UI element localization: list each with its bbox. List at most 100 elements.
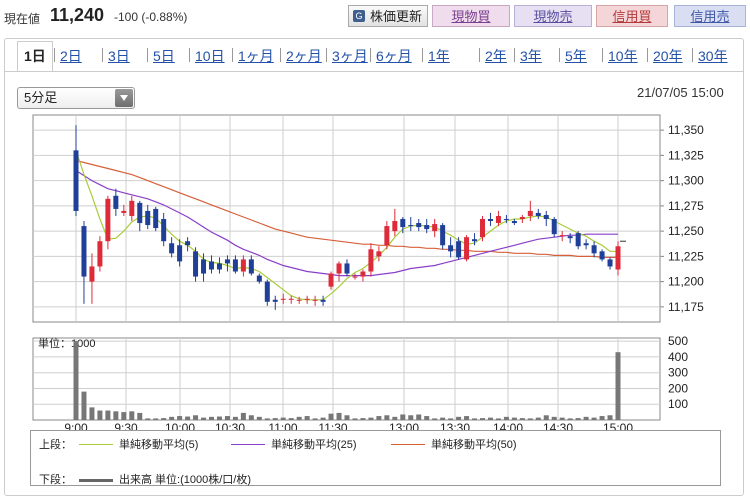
tab-2[interactable]: 3日 <box>108 48 130 64</box>
tab-separator <box>514 48 515 62</box>
candle-body <box>567 236 573 239</box>
shinyo-sell-button[interactable]: 信用売 <box>674 5 746 27</box>
candle-body <box>121 210 127 213</box>
legend-lower-label: 下段： <box>39 474 72 486</box>
volume-bar <box>232 416 238 420</box>
volume-bar <box>193 415 199 420</box>
volume-bar <box>145 418 151 420</box>
volume-bar <box>328 413 334 420</box>
volume-bar <box>551 416 557 420</box>
legend-volume-swatch <box>79 479 113 482</box>
candle-body <box>472 239 478 242</box>
volume-bar <box>201 417 207 420</box>
volume-bar <box>535 417 541 420</box>
tab-separator <box>479 48 480 62</box>
quote-header: 現在値 11,240 -100 (-0.88%) G 株価更新 現物買 現物売 … <box>0 0 750 34</box>
y-tick-label: 11,250 <box>668 224 704 238</box>
y-tick-label: 11,275 <box>668 199 704 213</box>
volume-bar <box>495 418 501 420</box>
volume-bar <box>448 418 454 420</box>
y-tick-label: 11,300 <box>668 174 704 188</box>
y-tick-label: 11,350 <box>668 123 704 137</box>
candle-body <box>424 225 430 230</box>
tab-5[interactable]: 1ヶ月 <box>238 48 274 64</box>
volume-bar <box>153 418 159 420</box>
update-price-button[interactable]: G 株価更新 <box>348 5 428 27</box>
tab-7[interactable]: 3ヶ月 <box>332 48 368 64</box>
shinyo-buy-label: 信用買 <box>612 9 652 24</box>
candle-body <box>248 259 254 274</box>
tab-15[interactable]: 30年 <box>698 48 728 64</box>
genbutsu-sell-button[interactable]: 現物売 <box>514 5 592 27</box>
volume-bar <box>169 416 175 420</box>
tab-11[interactable]: 3年 <box>520 48 542 64</box>
candle-body <box>209 261 214 270</box>
tab-separator <box>602 48 603 62</box>
tab-separator <box>280 48 281 62</box>
candle-body <box>280 298 286 300</box>
tab-divider <box>5 71 743 72</box>
volume-bar <box>424 416 430 420</box>
interval-select[interactable]: 5分足 <box>17 87 135 109</box>
tab-3[interactable]: 5日 <box>153 48 175 64</box>
tab-1[interactable]: 2日 <box>60 48 82 64</box>
tab-9[interactable]: 1年 <box>428 48 450 64</box>
candle-body <box>201 259 207 274</box>
candle-body <box>368 249 374 272</box>
candle-body <box>105 198 111 242</box>
chart-datetime: 21/07/05 15:00 <box>637 85 724 100</box>
tab-0[interactable]: 1日 <box>17 41 53 71</box>
update-price-label: 株価更新 <box>369 9 422 24</box>
legend-ma50-label: 単純移動平均(50) <box>431 439 517 451</box>
tab-13[interactable]: 10年 <box>608 48 638 64</box>
legend-ma50-swatch <box>391 444 425 445</box>
volume-bar <box>224 416 230 420</box>
candle-body <box>185 241 191 246</box>
legend-upper-label: 上段： <box>39 439 72 451</box>
candle-body <box>408 225 414 227</box>
tab-14[interactable]: 20年 <box>653 48 683 64</box>
candle-body <box>240 259 246 272</box>
volume-y-tick-label: 500 <box>668 334 688 348</box>
candle-body <box>256 275 262 282</box>
candle-body <box>583 243 589 246</box>
tab-4[interactable]: 10日 <box>195 48 225 64</box>
genbutsu-buy-button[interactable]: 現物買 <box>432 5 510 27</box>
y-tick-label: 11,325 <box>668 148 704 162</box>
candle-body <box>264 281 270 302</box>
tab-6[interactable]: 2ヶ月 <box>286 48 322 64</box>
candle-body <box>153 208 159 229</box>
chart-panel: 1日 2日 3日 5日 10日 1ヶ月 2ヶ月 3ヶ月 6ヶ月 1年 2年 3年 5年 10年 20年 30年… <box>4 38 744 496</box>
volume-bar <box>527 418 533 420</box>
candle-body <box>177 245 183 262</box>
volume-bar <box>464 416 470 420</box>
candle-body <box>559 235 565 237</box>
tab-separator <box>189 48 190 62</box>
refresh-icon: G <box>353 10 365 22</box>
candle-body <box>312 299 318 301</box>
volume-bar <box>543 415 549 420</box>
tab-10[interactable]: 2年 <box>485 48 507 64</box>
candle-body <box>591 245 597 254</box>
volume-bar <box>185 416 191 420</box>
candle-body <box>432 224 438 232</box>
candle-body <box>487 219 493 222</box>
tab-8[interactable]: 6ヶ月 <box>376 48 412 64</box>
chevron-down-icon <box>115 89 133 107</box>
volume-bar <box>73 341 79 420</box>
volume-bar <box>432 418 438 420</box>
shinyo-buy-button[interactable]: 信用買 <box>596 5 668 27</box>
volume-bar <box>416 414 422 420</box>
candle-body <box>416 223 422 228</box>
candle-body <box>129 200 135 216</box>
candle-body <box>73 150 79 211</box>
tab-separator <box>370 48 371 62</box>
volume-bar <box>248 415 254 420</box>
current-price: 11,240 <box>50 5 105 25</box>
volume-bar <box>344 415 350 420</box>
price-plot-area <box>32 114 661 323</box>
candle-body <box>344 263 350 274</box>
y-tick-label: 11,225 <box>668 249 704 263</box>
tab-12[interactable]: 5年 <box>565 48 587 64</box>
volume-bar <box>89 407 95 420</box>
